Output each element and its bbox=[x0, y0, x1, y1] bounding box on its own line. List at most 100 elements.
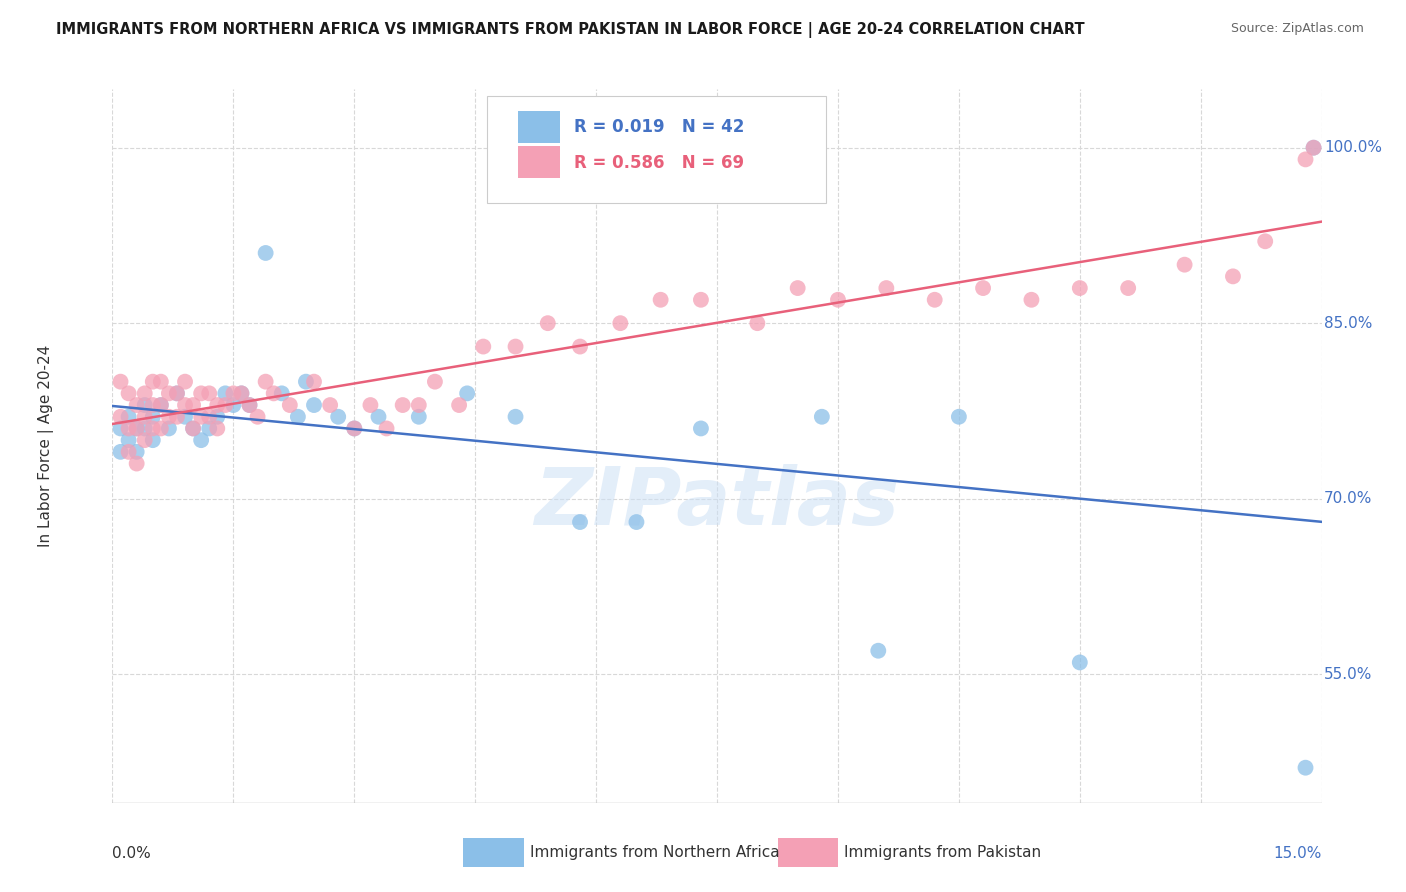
Point bbox=[302, 375, 325, 389]
Point bbox=[1295, 153, 1317, 167]
Point bbox=[319, 398, 342, 412]
Point bbox=[786, 281, 808, 295]
Point bbox=[328, 409, 350, 424]
Point bbox=[972, 281, 994, 295]
Point bbox=[214, 398, 236, 412]
Point bbox=[505, 340, 527, 354]
Text: ZIPatlas: ZIPatlas bbox=[534, 464, 900, 542]
Text: 55.0%: 55.0% bbox=[1324, 666, 1372, 681]
Text: Immigrants from Northern Africa: Immigrants from Northern Africa bbox=[530, 846, 779, 860]
Text: In Labor Force | Age 20-24: In Labor Force | Age 20-24 bbox=[38, 345, 53, 547]
Text: 100.0%: 100.0% bbox=[1324, 140, 1382, 155]
Point bbox=[1222, 269, 1244, 284]
Point bbox=[134, 433, 156, 447]
Point bbox=[157, 386, 180, 401]
Point bbox=[222, 386, 245, 401]
Point bbox=[181, 421, 204, 435]
Point bbox=[149, 398, 172, 412]
Point bbox=[367, 409, 389, 424]
Point bbox=[149, 375, 172, 389]
Point bbox=[747, 316, 769, 330]
Point bbox=[537, 316, 560, 330]
Text: R = 0.586   N = 69: R = 0.586 N = 69 bbox=[575, 153, 745, 171]
Point bbox=[948, 409, 970, 424]
Point bbox=[134, 398, 156, 412]
Point bbox=[190, 386, 212, 401]
Point bbox=[456, 386, 478, 401]
Point bbox=[166, 386, 188, 401]
FancyBboxPatch shape bbox=[488, 96, 825, 203]
Point bbox=[117, 409, 139, 424]
Point bbox=[125, 421, 148, 435]
Point bbox=[117, 445, 139, 459]
Point bbox=[254, 375, 277, 389]
Point bbox=[142, 421, 165, 435]
Point bbox=[125, 445, 148, 459]
Point bbox=[569, 515, 592, 529]
Point bbox=[254, 246, 277, 260]
Point bbox=[811, 409, 834, 424]
Point bbox=[1069, 656, 1091, 670]
Point bbox=[207, 409, 229, 424]
Text: 15.0%: 15.0% bbox=[1274, 846, 1322, 861]
Point bbox=[181, 398, 204, 412]
Point bbox=[110, 445, 132, 459]
Point bbox=[343, 421, 366, 435]
Point bbox=[246, 409, 269, 424]
Point bbox=[134, 409, 156, 424]
Bar bbox=[517, 146, 560, 178]
Point bbox=[142, 375, 165, 389]
Point bbox=[609, 316, 631, 330]
Point bbox=[1254, 234, 1277, 248]
Point bbox=[142, 398, 165, 412]
Point bbox=[149, 421, 172, 435]
Point bbox=[391, 398, 413, 412]
Text: Source: ZipAtlas.com: Source: ZipAtlas.com bbox=[1230, 22, 1364, 36]
Point bbox=[1021, 293, 1043, 307]
Point bbox=[110, 421, 132, 435]
Point bbox=[134, 421, 156, 435]
Point bbox=[924, 293, 946, 307]
Point bbox=[408, 398, 430, 412]
Text: 85.0%: 85.0% bbox=[1324, 316, 1372, 331]
Point bbox=[1302, 141, 1324, 155]
Point bbox=[134, 386, 156, 401]
Point bbox=[181, 421, 204, 435]
Point bbox=[174, 398, 197, 412]
Point bbox=[375, 421, 398, 435]
Point bbox=[423, 375, 446, 389]
Point bbox=[142, 409, 165, 424]
Point bbox=[149, 398, 172, 412]
Point bbox=[626, 515, 648, 529]
Point bbox=[117, 386, 139, 401]
Point bbox=[198, 386, 221, 401]
Point bbox=[214, 386, 236, 401]
Point bbox=[1302, 141, 1324, 155]
Point bbox=[125, 457, 148, 471]
Point bbox=[110, 375, 132, 389]
Point bbox=[238, 398, 260, 412]
Point bbox=[472, 340, 495, 354]
Point bbox=[166, 386, 188, 401]
Bar bbox=[778, 838, 838, 867]
Text: 0.0%: 0.0% bbox=[112, 846, 152, 861]
Point bbox=[690, 293, 713, 307]
Point bbox=[868, 644, 890, 658]
Point bbox=[287, 409, 309, 424]
Point bbox=[1174, 258, 1197, 272]
Point bbox=[827, 293, 849, 307]
Point bbox=[166, 409, 188, 424]
Point bbox=[875, 281, 897, 295]
Point bbox=[125, 398, 148, 412]
Point bbox=[278, 398, 301, 412]
Point bbox=[1069, 281, 1091, 295]
Point bbox=[174, 409, 197, 424]
Point bbox=[569, 340, 592, 354]
Point bbox=[238, 398, 260, 412]
Point bbox=[207, 398, 229, 412]
Point bbox=[231, 386, 253, 401]
Point bbox=[110, 409, 132, 424]
Text: 70.0%: 70.0% bbox=[1324, 491, 1372, 506]
Point bbox=[408, 409, 430, 424]
Point bbox=[270, 386, 292, 401]
